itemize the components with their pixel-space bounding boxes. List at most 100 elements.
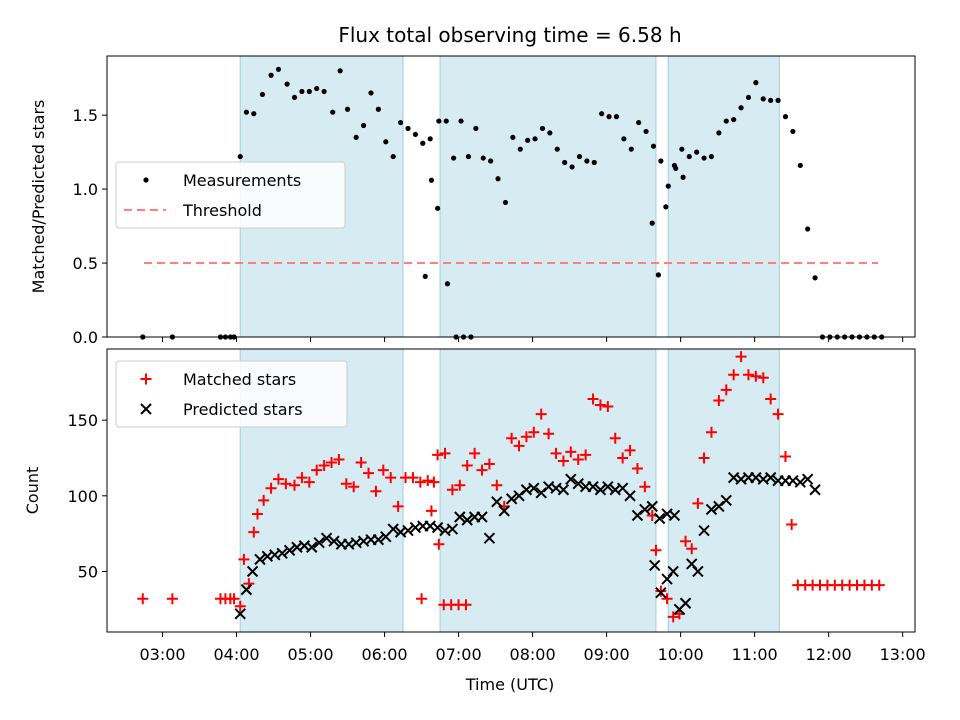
matched-stars-point xyxy=(326,457,338,469)
predicted-stars-point xyxy=(431,521,444,534)
predicted-stars-point xyxy=(720,494,732,507)
measurement-point xyxy=(532,136,538,142)
measurement-point xyxy=(435,205,441,211)
matched-stars-point xyxy=(513,440,525,452)
predicted-stars-point xyxy=(698,524,710,537)
matched-stars-point xyxy=(433,538,445,550)
top-legend: Measurements Threshold xyxy=(115,161,346,229)
measurement-point xyxy=(584,158,590,164)
measurement-point xyxy=(360,122,367,129)
matched-stars-point xyxy=(289,479,301,491)
matched-stars-point xyxy=(742,369,754,381)
legend-box xyxy=(115,161,346,229)
measurement-point xyxy=(428,177,435,183)
matched-stars-point xyxy=(680,535,692,547)
predicted-stars-point xyxy=(320,532,333,544)
matched-stars-point xyxy=(461,460,473,472)
chart-title: Flux total observing time = 6.58 h xyxy=(338,23,681,47)
predicted-stars-point xyxy=(653,512,666,525)
measurement-point xyxy=(753,80,759,86)
predicted-stars-point xyxy=(476,511,488,523)
predicted-stars-point xyxy=(276,547,288,560)
measurement-point xyxy=(321,88,327,95)
y-tick-label: 1.5 xyxy=(73,106,98,125)
x-axis-label: Time (UTC) xyxy=(465,675,554,694)
measurement-point xyxy=(628,146,634,152)
matched-stars-point xyxy=(303,476,315,488)
predicted-stars-point xyxy=(624,490,636,502)
measurement-point xyxy=(679,146,685,152)
measurement-point xyxy=(650,143,657,149)
measurement-point xyxy=(268,72,274,78)
matched-stars-point xyxy=(363,467,375,479)
matched-stars-point xyxy=(735,351,747,363)
legend-swatch-measurements xyxy=(143,177,149,183)
x-tick-label: 12:00 xyxy=(806,645,852,664)
matched-stars-point xyxy=(757,372,769,384)
top-panel: 0.0 0.5 1.0 1.5 Matched/Predicted stars Mea… xyxy=(29,55,916,347)
matched-stars-point xyxy=(476,464,488,476)
matched-stars-point xyxy=(318,460,330,472)
predicted-stars-point xyxy=(679,597,692,609)
matched-stars-point xyxy=(750,370,762,382)
matched-stars-point xyxy=(772,408,784,420)
measurement-point xyxy=(251,111,257,117)
measurement-point xyxy=(554,146,560,152)
predicted-stars-point xyxy=(505,493,518,505)
matched-stars-point xyxy=(385,472,397,484)
matched-stars-point xyxy=(348,481,360,493)
matched-stars-point xyxy=(414,476,426,488)
predicted-stars-point xyxy=(461,514,473,526)
matched-stars-point xyxy=(280,478,292,490)
y-tick-label: 50 xyxy=(78,562,98,581)
measurement-point xyxy=(243,109,249,115)
matched-stars-point xyxy=(686,543,698,555)
measurement-point xyxy=(405,125,411,132)
predicted-stars-point xyxy=(801,473,814,485)
measurement-point xyxy=(436,118,442,124)
x-tick-label: 13:00 xyxy=(880,645,926,664)
measurement-point xyxy=(539,125,546,132)
matched-stars-point xyxy=(491,479,503,491)
matched-stars-point xyxy=(565,446,577,458)
legend-box xyxy=(115,360,348,428)
matched-stars-point xyxy=(370,485,382,497)
measurement-point xyxy=(480,155,486,161)
measurement-point xyxy=(663,204,669,210)
bottom-legend: Matched stars Predicted stars xyxy=(115,360,348,428)
x-tick-label: 05:00 xyxy=(287,645,333,664)
measurement-point xyxy=(591,159,597,166)
measurement-point xyxy=(599,111,605,117)
matched-stars-point xyxy=(528,426,540,438)
legend-label: Predicted stars xyxy=(183,400,303,419)
measurement-point xyxy=(782,114,789,120)
predicted-stars-point xyxy=(528,482,540,494)
x-tick-label: 06:00 xyxy=(362,645,408,664)
measurement-point xyxy=(723,118,729,124)
matched-stars-point xyxy=(617,452,629,464)
matched-stars-point xyxy=(483,458,495,470)
measurement-point xyxy=(451,155,457,161)
measurement-point xyxy=(259,91,266,98)
x-tick-label: 09:00 xyxy=(584,645,630,664)
matched-stars-point xyxy=(228,593,240,605)
bottom-y-ticks: 50 100 150 xyxy=(67,411,107,581)
matched-stars-point xyxy=(439,447,451,459)
matched-stars-point xyxy=(587,393,599,405)
matched-stars-point xyxy=(506,432,518,444)
matched-stars-point xyxy=(650,544,662,556)
measurement-point xyxy=(314,85,320,92)
matched-stars-point xyxy=(469,447,481,459)
measurement-point xyxy=(444,281,451,287)
matched-stars-point xyxy=(705,426,717,438)
measurement-point xyxy=(665,183,671,189)
matched-stars-point xyxy=(460,599,472,611)
measurement-point xyxy=(745,94,752,101)
measurement-point xyxy=(655,272,662,278)
measurement-point xyxy=(716,130,722,136)
predicted-stars-point xyxy=(764,471,777,484)
measurement-point xyxy=(473,125,479,132)
measurement-point xyxy=(643,128,649,135)
predicted-stars-point xyxy=(498,505,510,517)
measurement-point xyxy=(368,90,374,96)
